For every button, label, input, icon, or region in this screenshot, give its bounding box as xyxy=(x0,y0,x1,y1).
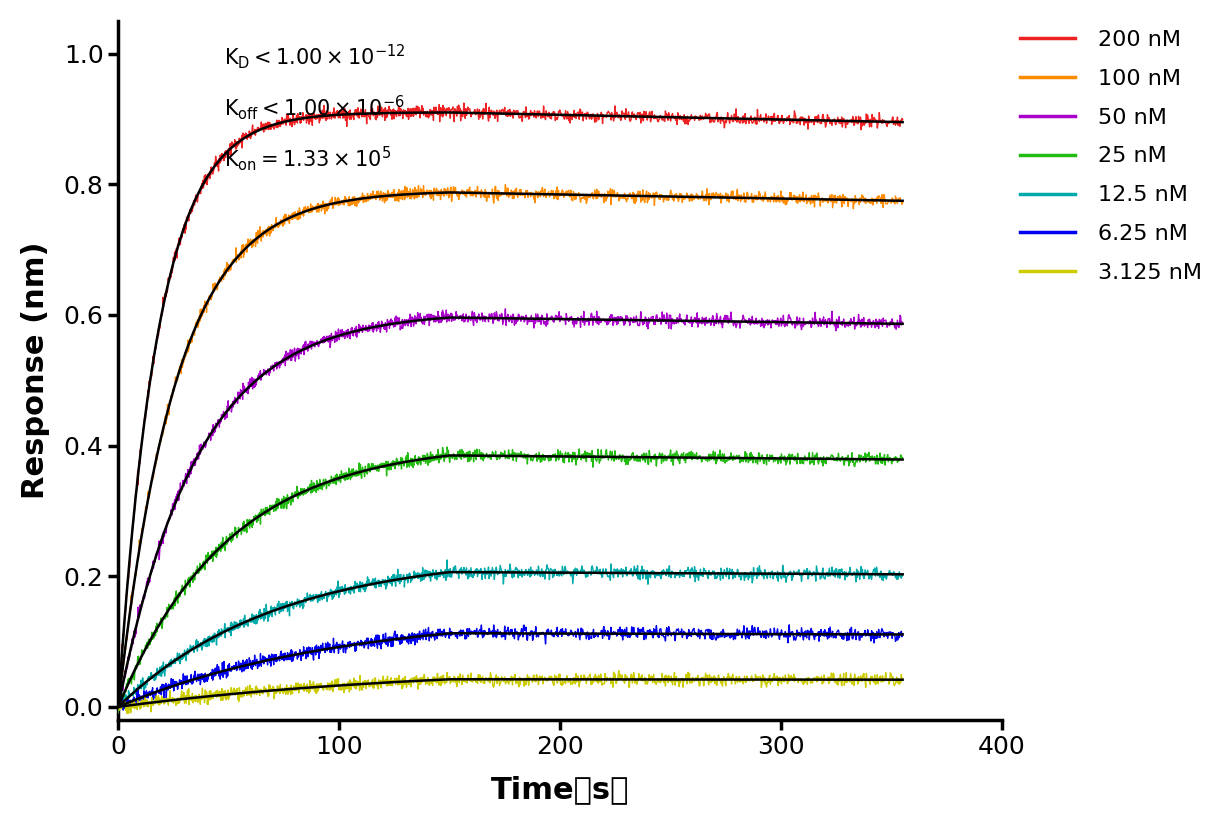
Legend: 200 nM, 100 nM, 50 nM, 25 nM, 12.5 nM, 6.25 nM, 3.125 nM: 200 nM, 100 nM, 50 nM, 25 nM, 12.5 nM, 6… xyxy=(1011,21,1211,292)
Text: $\mathregular{K_D}$$<1.00\times10^{-12}$
$\mathregular{K_{off}}$$<1.00\times10^{: $\mathregular{K_D}$$<1.00\times10^{-12}$… xyxy=(224,42,405,173)
Y-axis label: Response (nm): Response (nm) xyxy=(21,242,49,499)
X-axis label: Time（s）: Time（s） xyxy=(490,776,630,804)
